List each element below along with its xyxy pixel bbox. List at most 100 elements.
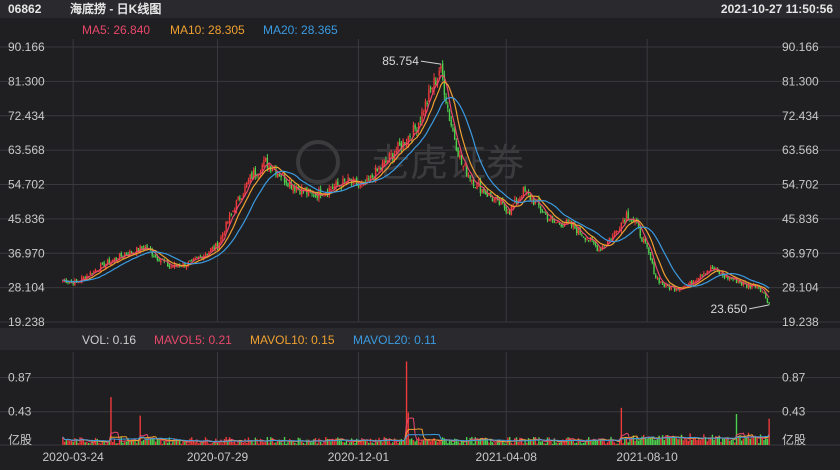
volume-bar	[428, 439, 430, 445]
volume-bar	[354, 443, 356, 445]
candle-body	[550, 217, 552, 220]
volume-bar	[660, 437, 662, 445]
candle-body	[416, 130, 418, 132]
candle-body	[507, 212, 509, 214]
ma5-line	[62, 74, 770, 298]
volume-bar	[197, 443, 200, 445]
volume-bar	[405, 361, 408, 445]
volume-bar	[579, 440, 581, 445]
candle-body	[545, 213, 547, 215]
volume-bar	[84, 442, 86, 445]
volume-bar	[747, 432, 750, 445]
volume-bar	[412, 440, 415, 445]
ma20-label: MA20: 28.365	[263, 23, 338, 37]
volume-bar	[165, 440, 167, 445]
candle-body	[692, 281, 695, 285]
candle-body	[337, 181, 339, 185]
volume-bar	[67, 438, 69, 445]
volume-bar	[558, 442, 561, 445]
volume-bar	[483, 440, 485, 445]
volume-bar	[196, 440, 198, 445]
candle-body	[531, 198, 533, 202]
candle-body	[378, 168, 380, 170]
volume-bar	[301, 441, 303, 445]
volume-bar	[575, 442, 578, 445]
watermark-logo: 老虎证券	[296, 140, 524, 185]
candle-body	[204, 254, 207, 256]
candle-body	[392, 153, 394, 160]
volume-bar	[216, 442, 219, 445]
candle-body	[199, 256, 202, 258]
volume-bar	[343, 442, 346, 445]
volume-bar	[443, 438, 446, 445]
volume-bar	[539, 441, 542, 445]
candle-body	[331, 187, 334, 189]
volume-bar	[553, 438, 556, 445]
volume-bar	[438, 441, 440, 445]
candle-body	[196, 256, 198, 258]
candle-body	[264, 157, 267, 161]
axis-ticks: 90.166 90.166 81.300 81.300 72.434 72.434 63.5…	[8, 40, 819, 464]
volume-bar	[417, 437, 420, 445]
candle-body	[118, 253, 121, 260]
volume-bar	[648, 437, 650, 445]
volume-bar	[209, 443, 212, 445]
candle-body	[424, 101, 427, 112]
low-annotation: 23.650	[710, 302, 770, 316]
volume-bar	[103, 440, 105, 445]
volume-bar	[340, 438, 342, 445]
volume-bar	[555, 442, 557, 445]
candle-body	[472, 177, 475, 186]
volume-bar	[496, 440, 499, 445]
candle-body	[483, 187, 485, 194]
date-tick: 2020-12-01	[328, 450, 390, 464]
candle-body	[706, 271, 708, 275]
volume-bar	[594, 439, 597, 445]
volume-bar	[649, 438, 652, 445]
volume-bar	[270, 437, 272, 445]
candle-body	[467, 174, 470, 176]
volume-bar	[366, 440, 368, 445]
volume-bar	[376, 441, 379, 445]
volume-bar	[79, 437, 81, 445]
volume-bar	[625, 437, 628, 445]
volume-bar	[450, 439, 452, 445]
volume-bar	[249, 441, 251, 445]
volume-bar	[347, 443, 349, 445]
candle-body	[534, 200, 537, 204]
volume-bar	[710, 437, 712, 445]
volume-bar	[65, 440, 67, 445]
volume-bar	[163, 441, 165, 445]
price-tick-right: 28.104	[782, 281, 819, 295]
candle-body	[124, 254, 126, 257]
candle-body	[493, 198, 495, 202]
candle-body	[113, 258, 116, 261]
candle-body	[201, 257, 203, 260]
candle-body	[266, 157, 269, 168]
candle-body	[252, 170, 255, 179]
candle-body	[206, 253, 208, 255]
volume-bar	[668, 437, 671, 445]
volume-bar	[151, 438, 153, 445]
volume-bar	[715, 436, 717, 445]
candle-body	[385, 160, 387, 162]
price-tick-right: 81.300	[782, 74, 819, 88]
candle-body	[84, 277, 86, 280]
volume-bar	[342, 441, 344, 445]
candle-body	[447, 105, 449, 108]
volume-bar	[201, 442, 203, 445]
volume-bar	[612, 440, 614, 445]
volume-bar	[70, 441, 73, 445]
volume-bar	[331, 440, 334, 445]
volume-bar	[137, 439, 140, 445]
candle-body	[575, 227, 578, 233]
volume-bar	[742, 438, 745, 445]
candle-body	[347, 177, 349, 183]
candle-body	[697, 277, 700, 281]
volume-bar	[362, 438, 365, 445]
volume-bar	[144, 438, 147, 445]
volume-bar	[386, 441, 389, 445]
volume-bar	[455, 439, 458, 445]
candle-body	[313, 195, 315, 197]
candle-body	[713, 267, 715, 270]
